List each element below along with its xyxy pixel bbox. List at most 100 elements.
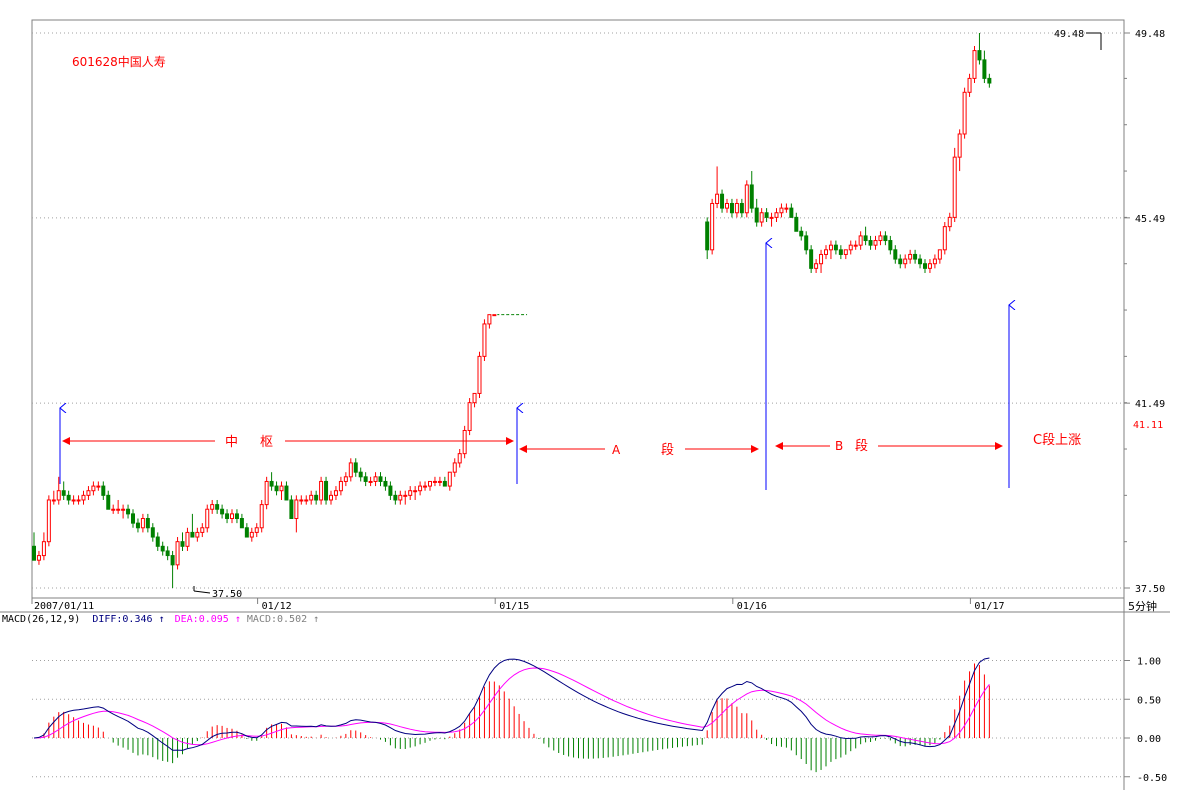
- candle: [833, 240, 838, 255]
- candle: [111, 504, 116, 514]
- macd-diff-value: DIFF:0.346: [92, 614, 152, 625]
- candle: [373, 472, 378, 487]
- candle: [982, 50, 987, 84]
- date-tick-label: 01/12: [262, 601, 292, 612]
- candle: [66, 490, 71, 505]
- candle: [442, 476, 447, 487]
- candle: [140, 513, 145, 533]
- candle: [467, 398, 472, 436]
- candle: [492, 314, 497, 317]
- annotation-labels: 中 枢 A 段 B 段 C段上涨: [225, 433, 1081, 458]
- candle: [883, 231, 888, 246]
- date-tick-label: 01/17: [974, 601, 1004, 612]
- candle: [918, 254, 923, 269]
- candle: [264, 476, 269, 510]
- candle: [744, 180, 749, 218]
- stock-title: 601628中国人寿: [72, 54, 166, 69]
- seg-b-label-left: B: [835, 439, 843, 453]
- candle: [937, 249, 942, 264]
- candle: [824, 245, 828, 260]
- candle: [952, 147, 957, 223]
- candle: [462, 425, 467, 459]
- price-tick-label: 49.48: [1135, 29, 1165, 40]
- zhongshu-label-left: 中: [225, 435, 238, 450]
- candle: [81, 490, 86, 505]
- candle: [56, 476, 61, 505]
- candle: [121, 504, 126, 519]
- candle: [447, 471, 452, 491]
- candle: [457, 449, 462, 468]
- candle: [814, 259, 819, 273]
- price-panel-frame: [31, 19, 1125, 599]
- candle: [828, 240, 833, 260]
- candle: [873, 235, 878, 250]
- candle: [269, 472, 274, 491]
- candle: [210, 499, 215, 514]
- candle: [393, 490, 398, 505]
- candle: [863, 226, 868, 246]
- candle: [819, 249, 824, 273]
- min-price-label: 37.50: [212, 589, 242, 600]
- candle: [848, 240, 853, 255]
- date-tick-label: 01/15: [499, 601, 529, 612]
- candle: [972, 45, 977, 84]
- dea-line: [33, 667, 990, 746]
- candle: [432, 476, 437, 487]
- candle: [309, 490, 314, 505]
- candle: [799, 226, 804, 241]
- candle: [205, 504, 210, 533]
- candle: [754, 198, 759, 227]
- candle: [101, 481, 106, 500]
- macd-header: MACD(26,12,9) DIFF:0.346 ↑ DEA:0.095 ↑ M…: [2, 614, 319, 625]
- candle: [289, 495, 294, 520]
- candle: [739, 198, 744, 218]
- candle: [858, 231, 863, 250]
- candle: [51, 490, 56, 505]
- candle: [343, 472, 348, 487]
- macd-dea-value: DEA:0.095: [175, 614, 229, 625]
- candle: [725, 198, 729, 213]
- macd-dea-arrow: ↑: [235, 614, 241, 625]
- candle: [947, 212, 952, 232]
- candle: [962, 87, 967, 139]
- macd-diff-arrow: ↑: [159, 614, 165, 625]
- candle: [408, 486, 413, 500]
- candle: [106, 490, 111, 510]
- candle: [234, 509, 239, 524]
- candle: [853, 240, 858, 250]
- candle: [423, 481, 428, 491]
- candle: [314, 490, 319, 505]
- macd-tick-label: 0.50: [1137, 695, 1161, 706]
- candle: [36, 550, 41, 565]
- candle: [898, 254, 903, 269]
- candle: [893, 245, 898, 264]
- candle: [338, 476, 343, 496]
- candle: [452, 458, 457, 477]
- candle: [789, 203, 794, 218]
- candle: [809, 245, 814, 273]
- candle: [116, 499, 121, 514]
- candle: [383, 476, 388, 491]
- price-tick-label: 45.49: [1135, 214, 1165, 225]
- candle: [304, 495, 309, 505]
- candle: [477, 351, 482, 399]
- candle: [927, 259, 932, 273]
- seg-a-label-right: 段: [661, 443, 674, 458]
- candle: [126, 504, 131, 519]
- candle: [61, 481, 66, 500]
- date-axis: 2007/01/11 01/12 01/15 01/16 01/17: [31, 598, 1005, 612]
- macd-gridlines: [32, 660, 1124, 778]
- candle: [403, 490, 408, 505]
- annotation-arrows: [60, 243, 1009, 490]
- candle: [487, 314, 492, 329]
- candle: [244, 523, 249, 538]
- price-tick-label: 41.49: [1135, 399, 1165, 410]
- candle: [254, 523, 259, 538]
- candle: [705, 217, 710, 260]
- candle: [843, 249, 848, 260]
- candle: [779, 203, 784, 218]
- macd-hist-value: MACD:0.502: [247, 614, 307, 625]
- candle: [957, 129, 962, 172]
- candle: [413, 486, 418, 500]
